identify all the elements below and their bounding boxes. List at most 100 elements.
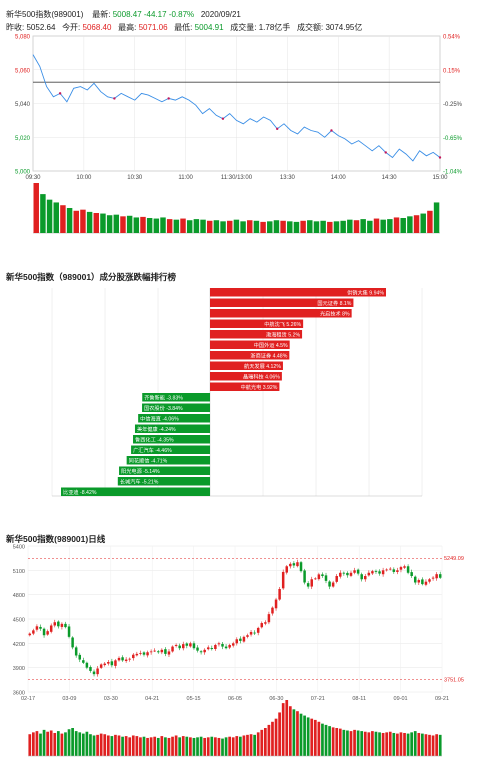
daily-volume-bar [392,732,396,756]
daily-volume-bar [346,730,349,756]
ranking-bar [210,330,303,339]
intraday-volume-bar [293,221,300,233]
ranking-bar [142,393,210,402]
turnover-label: 成交额: [296,23,324,32]
open-value: 5068.40 [82,23,112,32]
intraday-volume-bar [33,183,39,233]
daily-candle-body [189,643,192,647]
intraday-marker [167,97,170,100]
daily-volume-bar [317,721,321,756]
daily-volume-bar [321,723,324,756]
daily-x-tick: 08-11 [352,696,366,702]
daily-candle-body [239,638,242,641]
daily-volume-bar [424,734,428,756]
intraday-volume-bar [180,218,186,233]
daily-x-tick: 06-30 [269,696,283,702]
daily-volume-bar [228,736,232,756]
daily-x-tick: 04-21 [145,696,159,702]
daily-volume-bar [164,737,167,756]
intraday-volume-bar [86,211,93,233]
intraday-marker [276,127,279,131]
daily-candle-body [117,657,121,661]
intraday-volume-bar [53,202,59,233]
intraday-volume-bar [73,210,80,233]
daily-title: 新华500指数(989001)日线 [6,534,106,544]
daily-volume-bar [371,731,374,756]
daily-volume-bar [296,711,299,756]
ranking-bar [210,351,290,360]
open-label: 今开: [62,23,81,32]
daily-candle-body [346,572,349,576]
intraday-volume-bar [220,221,226,233]
daily-volume-bar [149,737,153,756]
low-value: 5004.91 [194,23,224,32]
quote-date: 2020/09/21 [200,10,241,19]
daily-volume-bar [285,700,289,756]
change-value: -44.17 [143,10,167,19]
intraday-volume-bar [367,220,373,233]
daily-candle-body [271,607,274,614]
daily-candle-body [292,563,296,566]
ranking-label: 渤海租赁 5.2% [266,330,300,338]
intraday-x-tick: 14:30 [382,175,398,181]
daily-candle-body [396,570,399,572]
daily-candle-body [206,647,210,650]
daily-volume-bar [121,736,124,756]
daily-volume-bar [131,735,135,756]
daily-candle-body [424,581,428,585]
daily-volume-bar [413,731,417,756]
daily-candle-body [167,651,171,655]
daily-candle-body [53,622,57,626]
intraday-volume-bar [300,220,306,233]
intraday-y-tick: 5,000 [15,170,31,176]
daily-volume-bar [306,717,310,756]
ranking-label: 航天发展 4.12% [244,362,281,370]
daily-volume-bar [281,703,285,756]
daily-max-label: 5249.09 [444,556,464,562]
daily-volume-bar [271,721,274,756]
daily-volume-bar [206,737,210,756]
daily-volume-bar [139,737,142,756]
daily-volume-bar [385,732,389,756]
daily-volume-bar [110,736,114,756]
daily-volume-bar [342,729,346,756]
turnover-value: 3074.95亿 [325,23,363,32]
daily-candle-body [128,658,131,660]
daily-candle-body [78,654,81,660]
daily-volume-bar [421,733,424,756]
daily-volume-bar [438,734,442,756]
daily-candle-body [360,574,363,580]
daily-candle-body [374,571,378,572]
daily-candle-body [356,569,360,574]
intraday-volume-bar [247,220,253,233]
intraday-x-tick: 13:30 [280,175,296,181]
intraday-volume-bar [126,215,133,233]
daily-volume-bar [363,731,367,756]
daily-volume-bar [171,736,174,756]
daily-volume-bar [203,737,207,756]
daily-volume-bar [349,731,353,756]
intraday-y-tick: 5,040 [15,102,31,108]
ranking-label: 广汇汽车 -4.46% [133,446,172,454]
daily-volume-bar [378,732,381,756]
intraday-volume-bar [387,219,393,233]
daily-x-tick: 07-21 [311,696,325,702]
daily-candle-body [385,569,388,571]
intraday-volume-bar [240,221,246,233]
intraday-volume-bar [307,220,313,233]
ranking-title: 新华500指数（989001）成分股涨跌幅排行榜 [6,272,177,282]
daily-candle-body [364,576,367,580]
daily-candle-body [331,582,335,587]
daily-volume-bar [74,731,78,756]
daily-volume-bar [31,732,35,756]
latest-value: 5008.47 [112,10,142,19]
intraday-volume-bar [60,205,66,233]
ranking-bar [210,372,282,381]
ranking-label: 阳光电源 -5.14% [121,467,160,475]
intraday-y-tick: 5,020 [15,136,31,142]
daily-candle-body [410,572,413,577]
daily-volume-bar [263,728,267,756]
daily-volume-bar [89,734,92,756]
daily-candle-body [406,566,410,573]
intraday-pct-tick: -1.04% [443,170,463,176]
